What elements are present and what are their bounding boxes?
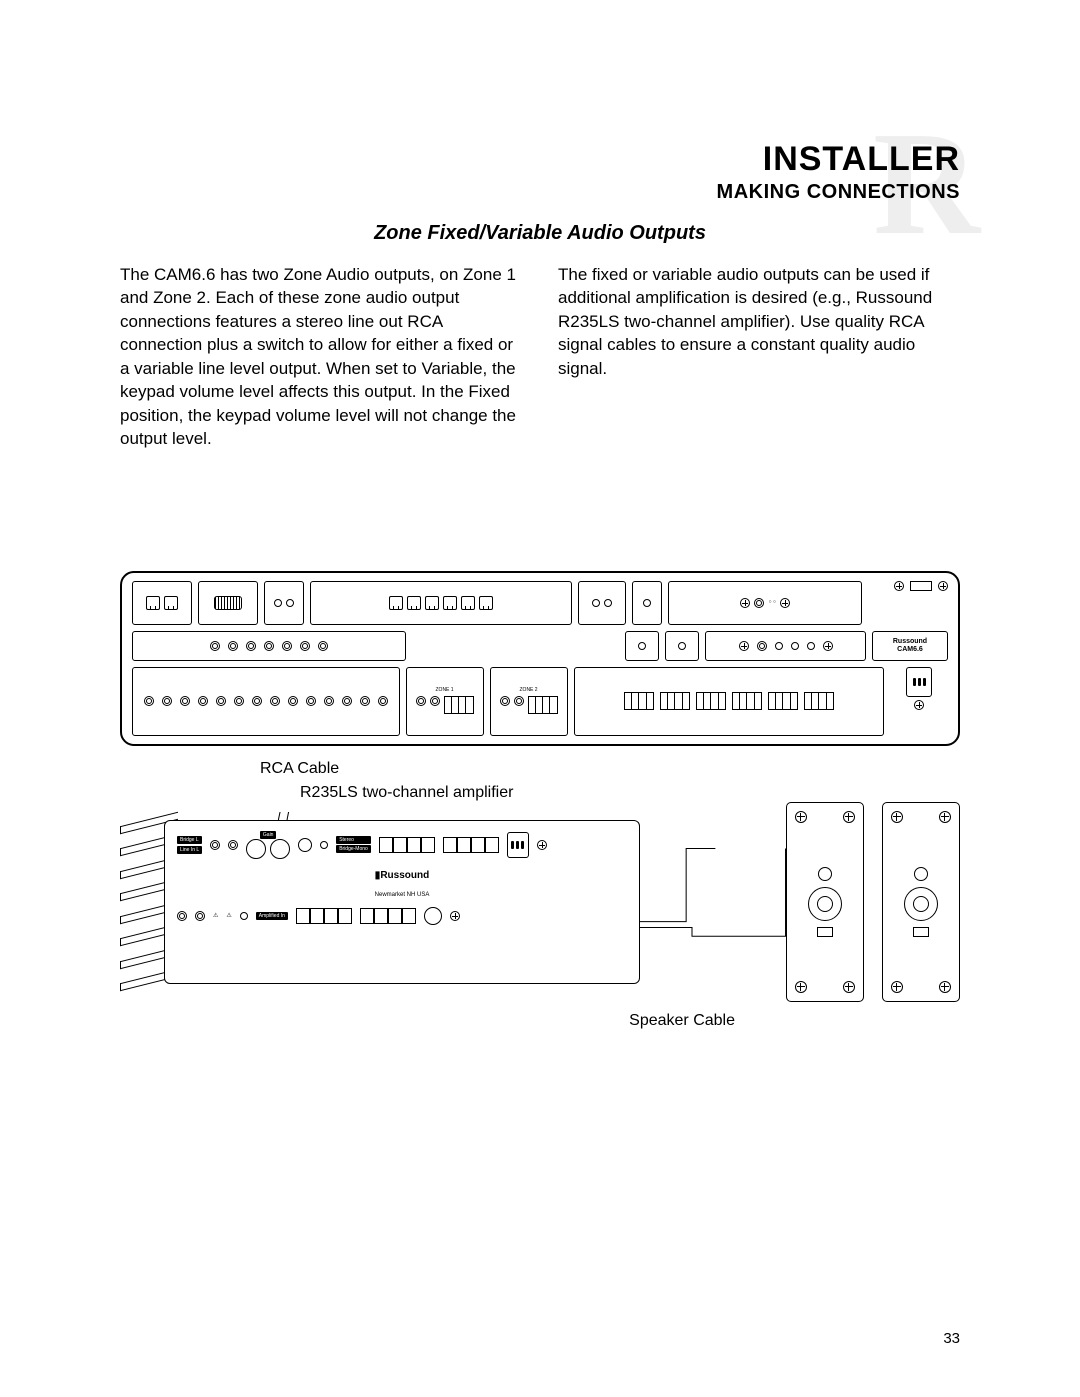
speaker-cable-label: Speaker Cable (120, 1012, 735, 1030)
wiring-figure: ○ ○ Russound CAM6.6 (120, 571, 960, 1030)
speakers-pair (786, 802, 960, 1002)
run-box (264, 581, 304, 625)
internal-source-box: ○ ○ (668, 581, 862, 625)
speaker-right (882, 802, 960, 1002)
body-columns: The CAM6.6 has two Zone Audio outputs, o… (120, 263, 960, 451)
rca-cable-label: RCA Cable (260, 760, 960, 778)
zone1-lineout: ZONE 1 (406, 667, 484, 736)
speaker-left (786, 802, 864, 1002)
left-column: The CAM6.6 has two Zone Audio outputs, o… (120, 263, 522, 451)
amp-top-row: Bridge L Line In L Gain StereoBridge-Mon… (177, 831, 627, 859)
page-header: INSTALLER MAKING CONNECTIONS (120, 140, 960, 204)
header-subtitle: MAKING CONNECTIONS (120, 181, 960, 204)
bottom-row: ZONE 1 ZONE 2 (132, 667, 948, 736)
trigger-12v (625, 631, 659, 661)
cam66-rear-panel: ○ ○ Russound CAM6.6 (120, 571, 960, 746)
ir-io-row: Russound CAM6.6 (132, 631, 948, 661)
top-port-row: ○ ○ (132, 581, 948, 625)
keypad-ports-box (310, 581, 572, 625)
trigger-box (578, 581, 626, 625)
power-corner (868, 581, 948, 625)
brand-box: Russound CAM6.6 (872, 631, 948, 661)
rnet-link-box (132, 581, 192, 625)
mute-box (632, 581, 662, 625)
section-title: Zone Fixed/Variable Audio Outputs (120, 222, 960, 245)
right-column: The fixed or variable audio outputs can … (558, 263, 960, 451)
amplifier-diagram: Bridge L Line In L Gain StereoBridge-Mon… (120, 812, 640, 992)
lower-figure-row: Bridge L Line In L Gain StereoBridge-Mon… (120, 812, 960, 1002)
source-inputs (132, 667, 400, 736)
amplifier-label: R235LS two-channel amplifier (300, 784, 960, 802)
page-number: 33 (943, 1330, 960, 1347)
learning (665, 631, 699, 661)
speaker-outputs (574, 667, 884, 736)
amplifier-rear-panel: Bridge L Line In L Gain StereoBridge-Mon… (164, 820, 640, 984)
power-inlet (890, 667, 948, 736)
amp-bottom-row: ⚠⚠ Amplified In (177, 907, 627, 925)
header-title: INSTALLER (120, 140, 960, 179)
rs232-box (198, 581, 258, 625)
ir-outputs (132, 631, 406, 661)
antenna-box (705, 631, 866, 661)
amp-brand: ▮Russound Newmarket NH USA (177, 865, 627, 901)
zone2-lineout: ZONE 2 (490, 667, 568, 736)
